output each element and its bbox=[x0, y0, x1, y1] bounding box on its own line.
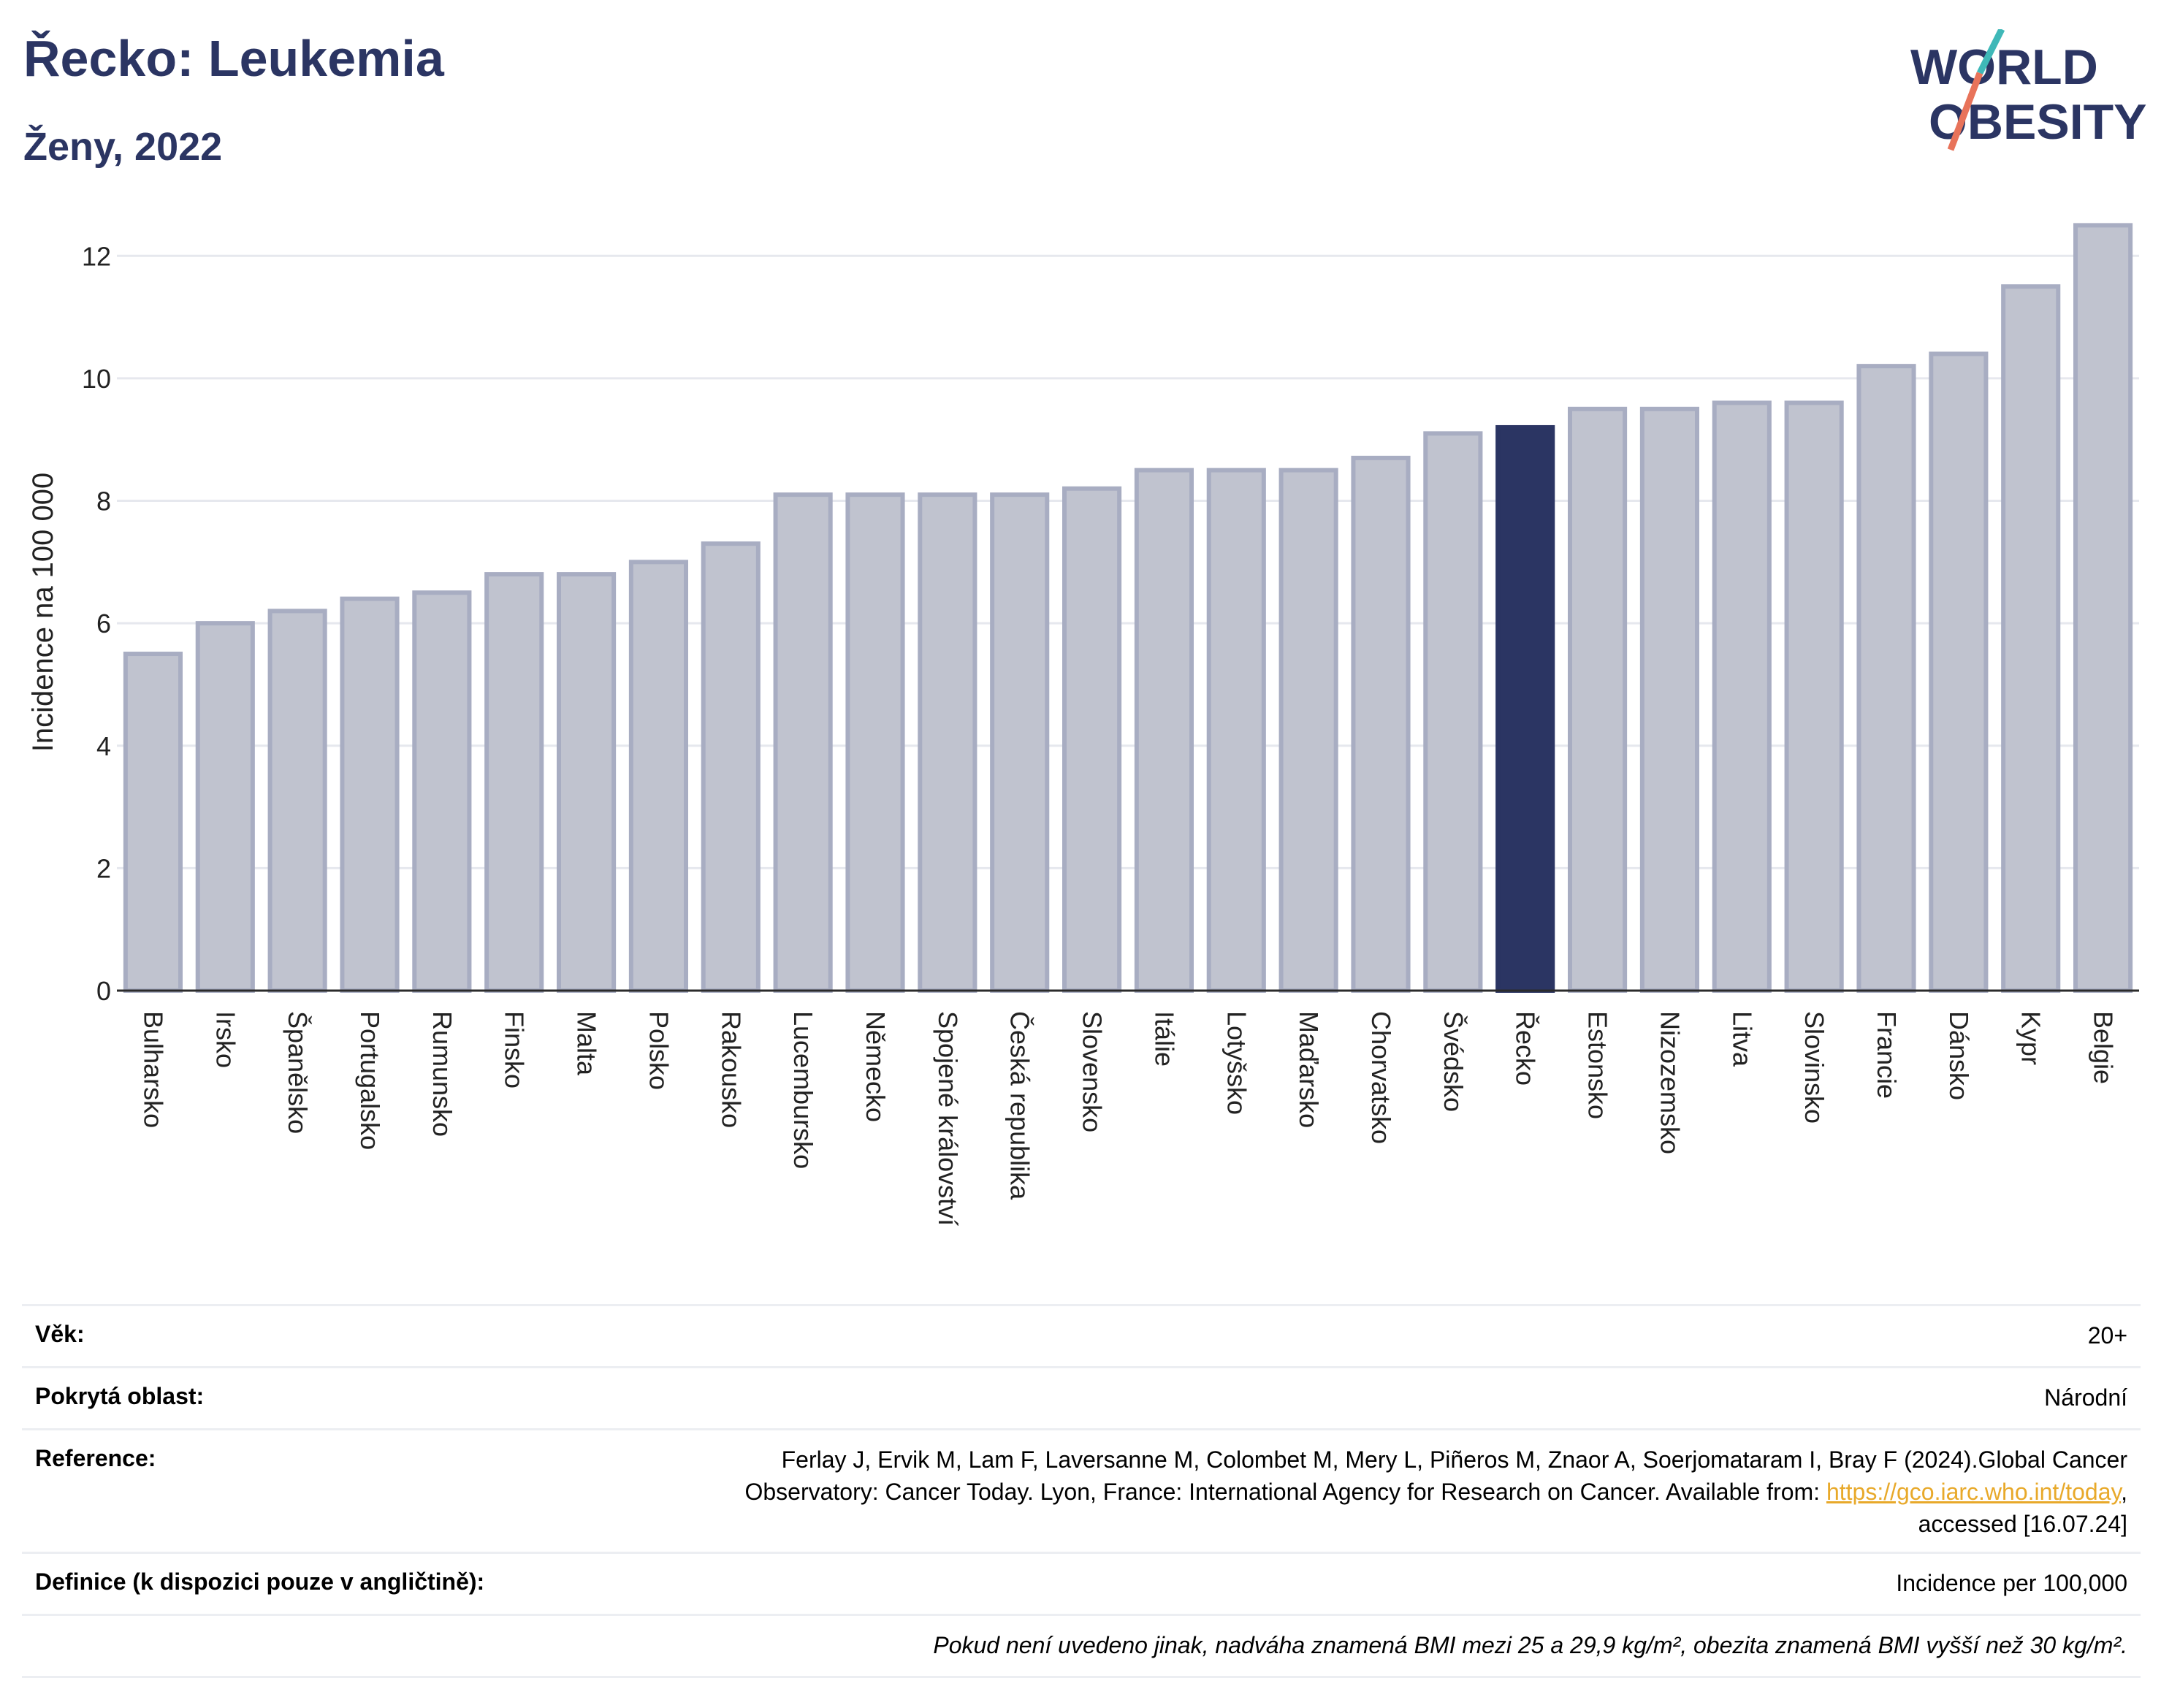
area-value: Národní bbox=[2044, 1384, 2127, 1411]
y-tick-label: 10 bbox=[82, 364, 111, 394]
x-tick-label: Litva bbox=[1727, 1011, 1757, 1067]
x-tick-label: Kypr bbox=[2016, 1011, 2046, 1065]
y-tick-label: 0 bbox=[96, 976, 111, 1006]
reference-line-1: Ferlay J, Ervik M, Lam F, Laversanne M, … bbox=[781, 1446, 2127, 1473]
bar-18 bbox=[1423, 431, 1483, 993]
info-row-definition: Definice (k dispozici pouze v angličtině… bbox=[22, 1554, 2141, 1616]
x-tick-label: Slovinsko bbox=[1799, 1011, 1829, 1124]
x-tick-label: Belgie bbox=[2089, 1011, 2119, 1084]
bar-17 bbox=[1351, 455, 1411, 993]
definition-label: Definice (k dispozici pouze v angličtině… bbox=[35, 1568, 485, 1595]
x-tick-label: Rakousko bbox=[716, 1011, 746, 1128]
y-tick-label: 6 bbox=[96, 609, 111, 638]
x-tick-label: Estonsko bbox=[1583, 1011, 1613, 1119]
x-tick-label: Lotyšsko bbox=[1221, 1011, 1251, 1115]
bar-27 bbox=[2073, 223, 2133, 993]
x-tick-label: Chorvatsko bbox=[1366, 1011, 1396, 1144]
bar-5 bbox=[484, 572, 544, 993]
bar-0 bbox=[123, 652, 183, 993]
x-tick-label: Dánsko bbox=[1944, 1011, 1974, 1100]
x-tick-label: Malta bbox=[572, 1011, 602, 1076]
world-obesity-logo: WORLD OBESITY bbox=[1910, 29, 2147, 151]
y-tick-label: 8 bbox=[96, 487, 111, 516]
x-tick-label: Portugalsko bbox=[355, 1011, 385, 1150]
y-tick-labels: 0 2 4 6 8 10 12 bbox=[82, 241, 111, 1006]
x-tick-labels: Bulharsko Irsko Španělsko Portugalsko Rumuns… bbox=[138, 1011, 2118, 1226]
x-tick-label: Maďarsko bbox=[1294, 1011, 1324, 1128]
reference-line-2: Observatory: Cancer Today. Lyon, France:… bbox=[744, 1476, 2127, 1508]
x-tick-label: Rumunsko bbox=[427, 1011, 457, 1137]
reference-label: Reference: bbox=[35, 1445, 156, 1471]
bar-7 bbox=[628, 560, 688, 993]
bar-21 bbox=[1639, 406, 1699, 993]
bar-10 bbox=[845, 492, 905, 993]
x-tick-label: Španělsko bbox=[283, 1011, 313, 1134]
definition-value: Incidence per 100,000 bbox=[1896, 1570, 2127, 1596]
x-tick-label: Lucembursko bbox=[788, 1011, 818, 1169]
x-tick-label: Nizozemsko bbox=[1655, 1011, 1685, 1154]
bar-9 bbox=[773, 492, 833, 993]
reference-line-2-text: Observatory: Cancer Today. Lyon, France:… bbox=[744, 1479, 1826, 1505]
bar-12 bbox=[990, 492, 1050, 993]
logo-slash-top bbox=[1976, 29, 2005, 75]
bar-8 bbox=[701, 541, 761, 993]
bar-26 bbox=[2001, 284, 2061, 993]
y-tick-label: 2 bbox=[96, 853, 111, 883]
x-tick-label: Irsko bbox=[210, 1011, 240, 1068]
bar-20 bbox=[1568, 406, 1628, 993]
y-tick-label: 4 bbox=[96, 731, 111, 761]
area-label: Pokrytá oblast: bbox=[35, 1383, 205, 1409]
x-tick-label: Německo bbox=[861, 1011, 891, 1122]
bar-15 bbox=[1206, 468, 1266, 993]
logo-line1: WORLD bbox=[1910, 39, 2098, 95]
info-row-note: Pokud není uvedeno jinak, nadváha znamen… bbox=[22, 1616, 2141, 1678]
bar-13 bbox=[1062, 486, 1122, 993]
bars bbox=[123, 223, 2133, 994]
bar-23 bbox=[1784, 400, 1844, 993]
y-tick-label: 12 bbox=[82, 241, 111, 271]
bar-6 bbox=[557, 572, 617, 993]
bar-25 bbox=[1929, 351, 1989, 993]
reference-line-3: accessed [16.07.24] bbox=[1918, 1511, 2127, 1537]
page-subtitle: Ženy, 2022 bbox=[23, 125, 223, 169]
logo-slash-bottom bbox=[1947, 72, 1983, 151]
reference-line-2-end: , bbox=[2121, 1479, 2127, 1505]
x-tick-label: Řecko bbox=[1511, 1011, 1541, 1086]
x-tick-label: Polsko bbox=[644, 1011, 674, 1090]
bar-4 bbox=[412, 590, 472, 993]
x-tick-label: Spojené království bbox=[933, 1011, 963, 1226]
bar-19 bbox=[1495, 424, 1555, 993]
info-row-age: Věk: 20+ bbox=[22, 1306, 2141, 1368]
bar-11 bbox=[918, 492, 977, 993]
x-tick-label: Česká republika bbox=[1005, 1011, 1035, 1200]
bmi-note: Pokud není uvedeno jinak, nadváha znamen… bbox=[933, 1632, 2127, 1658]
info-row-reference: Reference: Ferlay J, Ervik M, Lam F, Lav… bbox=[22, 1430, 2141, 1554]
x-tick-label: Švédsko bbox=[1438, 1011, 1468, 1112]
info-row-area: Pokrytá oblast: Národní bbox=[22, 1368, 2141, 1430]
x-tick-label: Slovensko bbox=[1078, 1011, 1108, 1132]
age-value: 20+ bbox=[2087, 1322, 2127, 1349]
bar-22 bbox=[1712, 400, 1772, 993]
bar-24 bbox=[1856, 364, 1916, 993]
reference-value: Ferlay J, Ervik M, Lam F, Laversanne M, … bbox=[744, 1444, 2127, 1540]
bar-14 bbox=[1134, 468, 1194, 993]
info-table: Věk: 20+ Pokrytá oblast: Národní Referen… bbox=[22, 1304, 2141, 1678]
x-tick-label: Francie bbox=[1872, 1011, 1902, 1099]
x-tick-label: Finsko bbox=[500, 1011, 530, 1089]
reference-link[interactable]: https://gco.iarc.who.int/today bbox=[1826, 1479, 2122, 1505]
bar-16 bbox=[1278, 468, 1338, 993]
x-tick-label: Bulharsko bbox=[138, 1011, 168, 1128]
bar-3 bbox=[340, 596, 400, 993]
bar-chart: 0 2 4 6 8 10 12 Bulharsko Irsko Španělsko Portuga… bbox=[27, 223, 2139, 1226]
y-axis-label: Incidence na 100 000 bbox=[27, 473, 59, 752]
bar-1 bbox=[195, 621, 255, 994]
age-label: Věk: bbox=[35, 1321, 85, 1347]
x-tick-label: Itálie bbox=[1149, 1011, 1179, 1067]
page-title: Řecko: Leukemia bbox=[23, 30, 444, 87]
bar-2 bbox=[267, 609, 327, 993]
